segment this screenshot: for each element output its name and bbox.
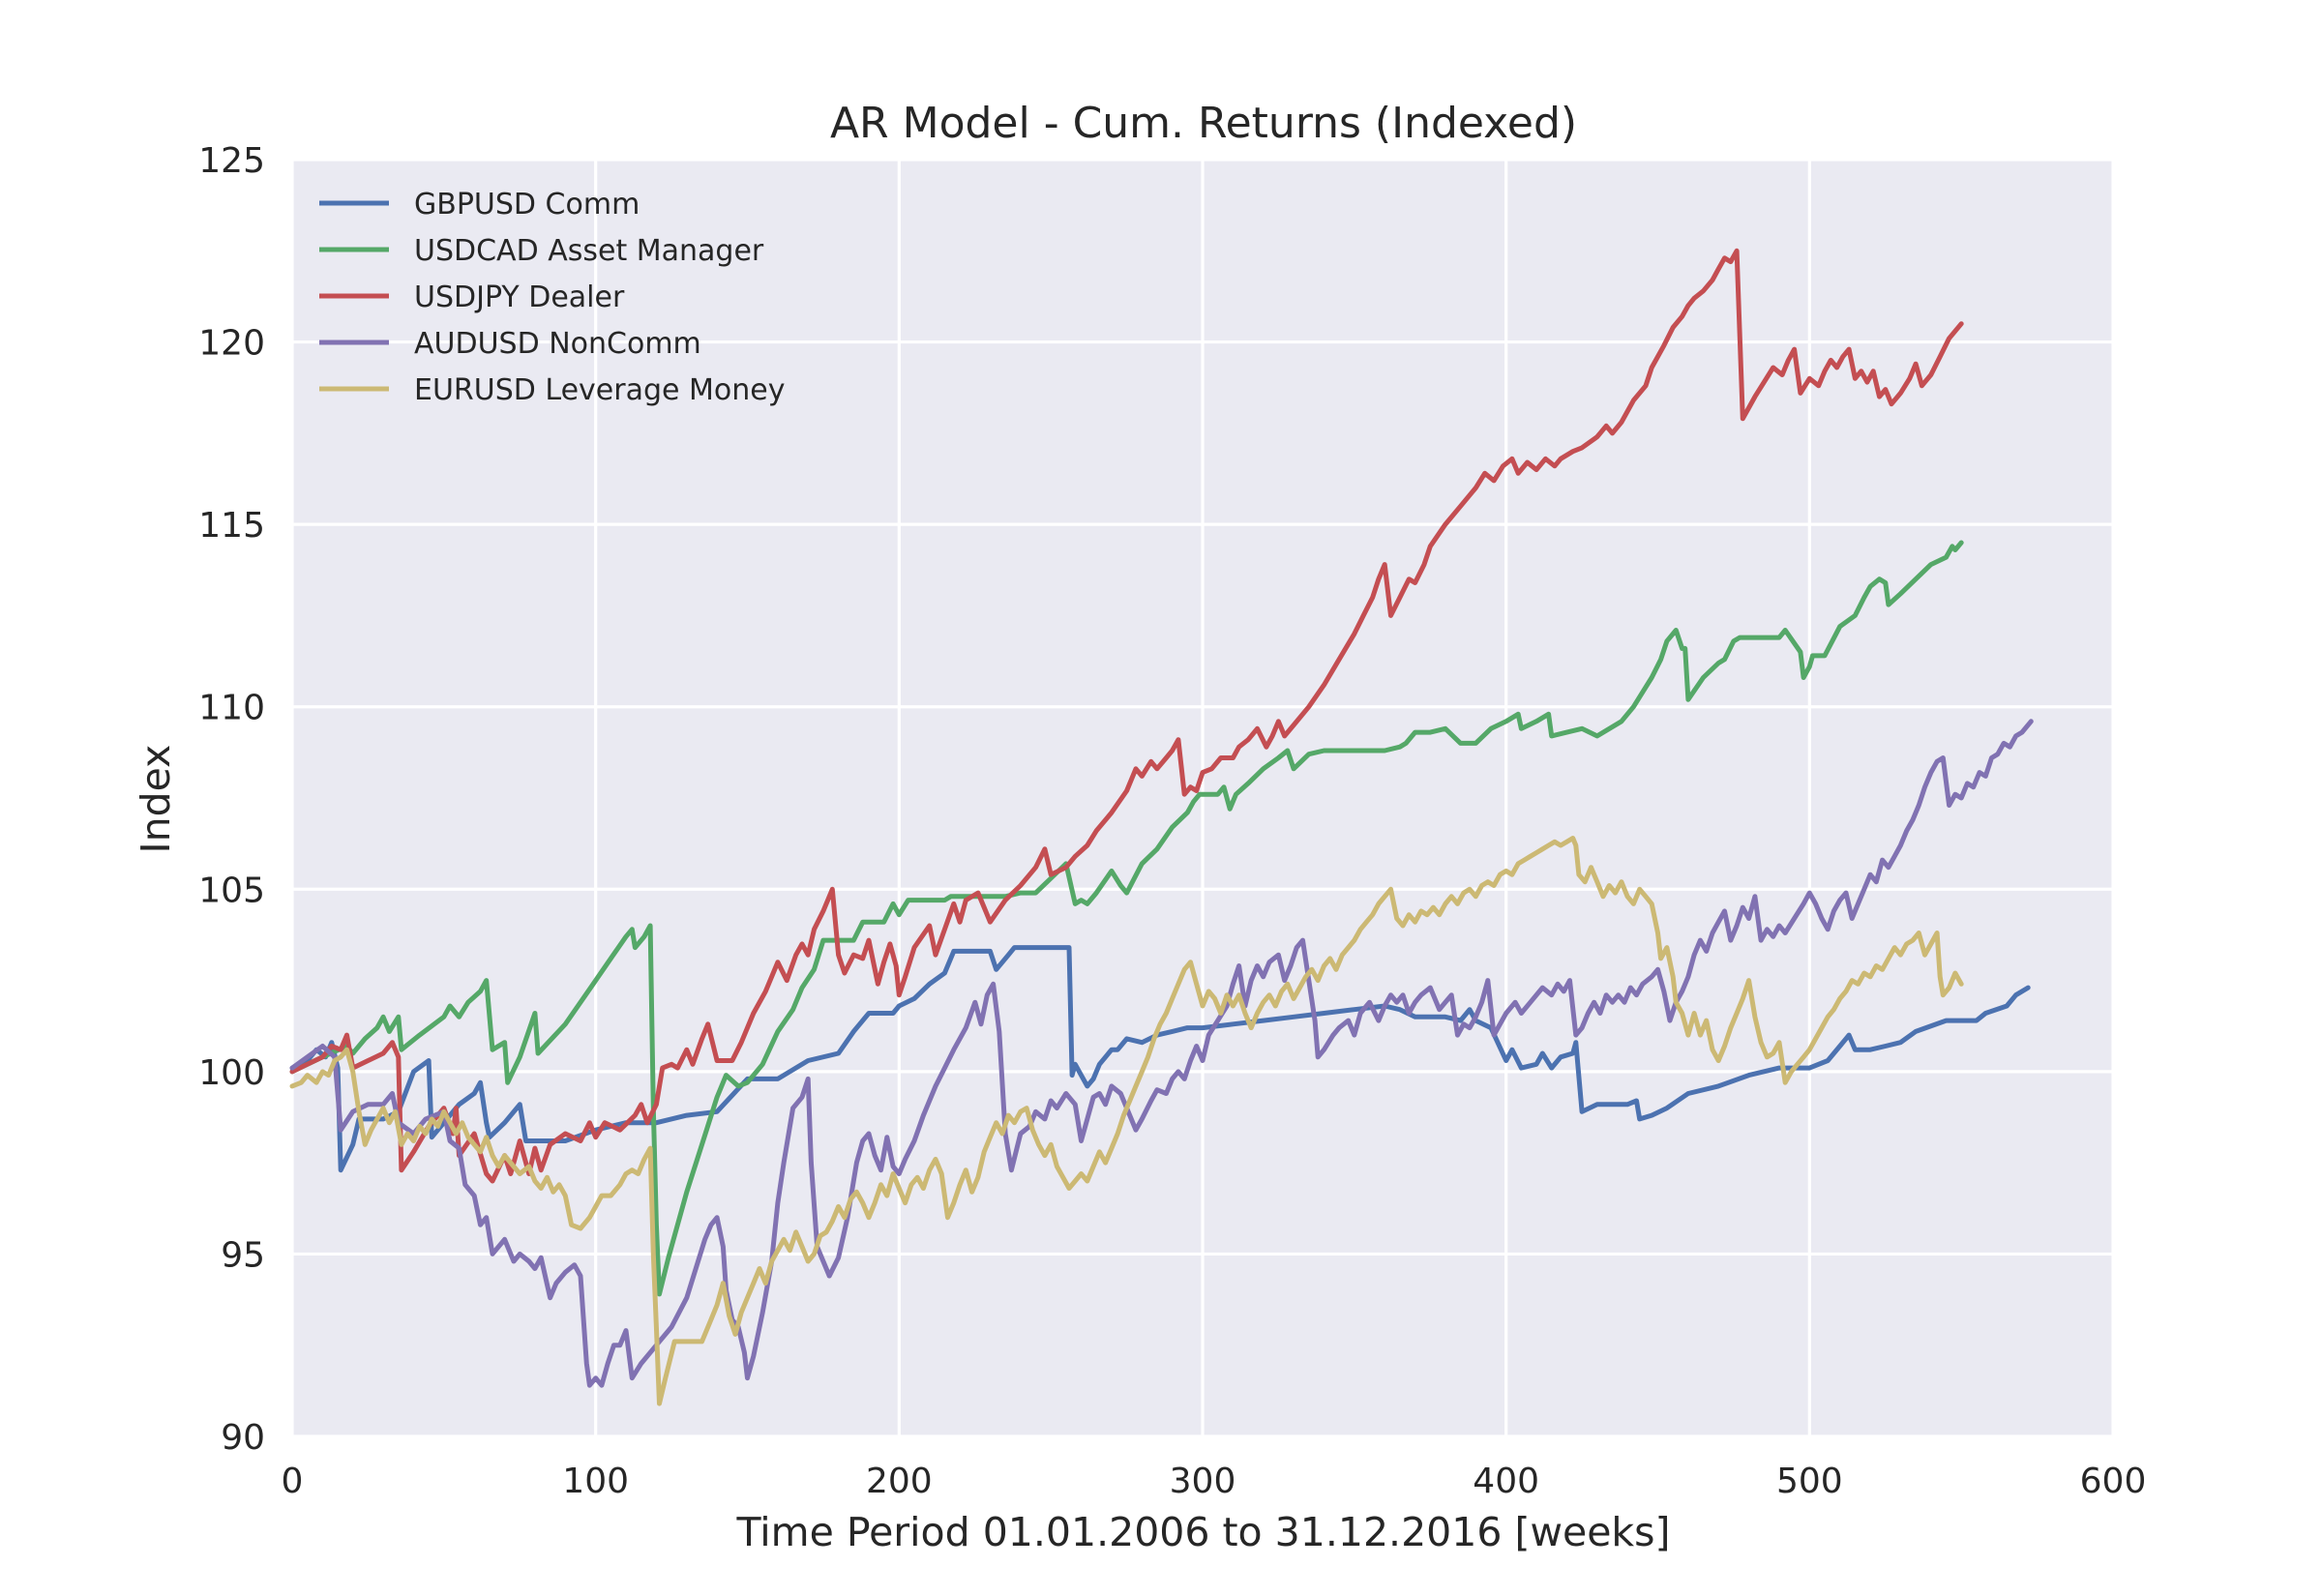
grid-lines [290, 158, 2115, 1438]
y-tick-label: 115 [198, 506, 265, 546]
x-axis-ticks: 0 100 200 300 400 500 600 [282, 1462, 2147, 1501]
legend-label-3: USDJPY Dealer [414, 281, 625, 314]
series-line-5 [289, 836, 1964, 1406]
x-tick-label: 200 [866, 1462, 933, 1501]
x-tick-label: 500 [1776, 1462, 1843, 1501]
legend-label-5: EURUSD Leverage Money [414, 373, 785, 407]
x-tick-label: 300 [1170, 1462, 1236, 1501]
chart-title: AR Model - Cum. Returns (Indexed) [830, 99, 1577, 148]
x-tick-label: 600 [2080, 1462, 2147, 1501]
y-axis-ticks: 90 95 100 105 110 115 120 125 [198, 141, 265, 1458]
series-lines [289, 248, 2034, 1406]
series-line-2 [289, 540, 1964, 1297]
series-line-1 [289, 945, 2031, 1173]
y-tick-label: 90 [221, 1418, 265, 1458]
y-tick-label: 125 [198, 141, 265, 181]
series-line-4 [289, 719, 2034, 1388]
series-line-3 [289, 248, 1964, 1184]
legend: GBPUSD Comm USDCAD Asset Manager USDJPY De… [319, 188, 785, 407]
y-tick-label: 120 [198, 324, 265, 364]
y-axis-label: Index [133, 745, 179, 854]
y-tick-label: 100 [198, 1053, 265, 1093]
legend-label-2: USDCAD Asset Manager [414, 234, 764, 268]
x-tick-label: 0 [282, 1462, 304, 1501]
x-tick-label: 400 [1473, 1462, 1539, 1501]
y-tick-label: 110 [198, 689, 265, 728]
y-tick-label: 95 [221, 1235, 265, 1275]
legend-label-1: GBPUSD Comm [414, 188, 640, 222]
x-axis-label: Time Period 01.01.2006 to 31.12.2016 [we… [735, 1509, 1670, 1555]
legend-label-4: AUDUSD NonComm [414, 327, 701, 361]
y-tick-label: 105 [198, 871, 265, 910]
x-tick-label: 100 [562, 1462, 629, 1501]
